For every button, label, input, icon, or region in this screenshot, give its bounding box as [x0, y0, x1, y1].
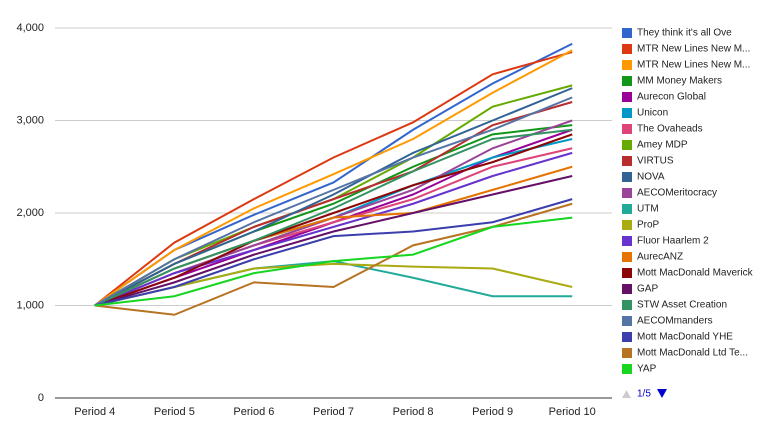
y-tick-label: 0	[38, 392, 44, 404]
y-tick-label: 1,000	[16, 299, 44, 311]
grid: 0 1,000 2,000 3,000 4,000 Period 4 Period 5 Per…	[16, 22, 612, 418]
series-line	[94, 216, 573, 307]
legend-swatch	[622, 316, 632, 326]
series-line	[94, 124, 573, 307]
legend-label: AECOMmanders	[637, 316, 713, 327]
x-tick-label: Period 7	[313, 406, 354, 418]
legend-label: Aurecon Global	[637, 92, 706, 103]
series-line	[94, 151, 573, 307]
legend-prev[interactable]	[622, 390, 631, 398]
legend-label: GAP	[637, 284, 658, 295]
y-tick-label: 4,000	[16, 22, 44, 34]
legend-label: Fluor Haarlem 2	[637, 236, 709, 247]
legend-label: MTR New Lines New M...	[637, 44, 750, 55]
legend-swatch	[622, 156, 632, 166]
legend-swatch	[622, 60, 632, 70]
legend-label: YAP	[637, 364, 657, 375]
legend-swatch	[622, 348, 632, 358]
x-tick-label: Period 4	[74, 406, 115, 418]
legend-swatch	[622, 172, 632, 182]
legend-swatch	[622, 220, 632, 230]
legend-label: VIRTUS	[637, 156, 674, 167]
x-tick-label: Period 5	[154, 406, 195, 418]
legend-swatch	[622, 252, 632, 262]
x-tick-label: Period 6	[233, 406, 274, 418]
legend-label: ProP	[637, 220, 660, 231]
legend-label: Mott MacDonald YHE	[637, 332, 733, 343]
legend-swatch	[622, 124, 632, 134]
legend-swatch	[622, 92, 632, 102]
plot	[94, 42, 573, 316]
legend-swatch	[622, 364, 632, 374]
legend-swatch	[622, 188, 632, 198]
series-line	[94, 198, 573, 307]
legend-next[interactable]	[657, 389, 667, 398]
legend-label: STW Asset Creation	[637, 300, 727, 311]
legend-swatch	[622, 268, 632, 278]
legend-label: The Ovaheads	[637, 124, 703, 135]
legend-label: They think it's all Ove	[637, 28, 732, 39]
series-line	[94, 175, 573, 307]
series-line	[94, 51, 573, 307]
x-tick-label: Period 9	[472, 406, 513, 418]
legend-swatch	[622, 28, 632, 38]
series-line	[94, 96, 573, 307]
y-tick-label: 3,000	[16, 114, 44, 126]
legend-label: AurecANZ	[637, 252, 683, 263]
legend-swatch	[622, 236, 632, 246]
legend-label: Unicon	[637, 108, 668, 119]
legend-page: 1/5	[637, 389, 651, 400]
legend-label: UTM	[637, 204, 659, 215]
legend-swatch	[622, 284, 632, 294]
legend-label: Mott MacDonald Maverick	[637, 268, 754, 279]
legend-label: MTR New Lines New M...	[637, 60, 750, 71]
series-line	[94, 133, 573, 307]
legend-swatch	[622, 108, 632, 118]
legend: They think it's all Ove MTR New Lines New…	[622, 28, 754, 375]
x-tick-label: Period 10	[549, 406, 596, 418]
legend-swatch	[622, 332, 632, 342]
legend-swatch	[622, 300, 632, 310]
y-tick-label: 2,000	[16, 207, 44, 219]
x-tick-label: Period 8	[393, 406, 434, 418]
series-line	[94, 128, 573, 307]
legend-swatch	[622, 204, 632, 214]
legend-label: MM Money Makers	[637, 76, 722, 87]
legend-label: AECOMeritocracy	[637, 188, 717, 199]
legend-swatch	[622, 76, 632, 86]
series-line	[94, 49, 573, 307]
legend-label: NOVA	[637, 172, 665, 183]
legend-label: Mott MacDonald Ltd Te...	[637, 348, 748, 359]
series-line	[94, 87, 573, 307]
legend-label: Amey MDP	[637, 140, 688, 151]
legend-swatch	[622, 140, 632, 150]
legend-swatch	[622, 44, 632, 54]
